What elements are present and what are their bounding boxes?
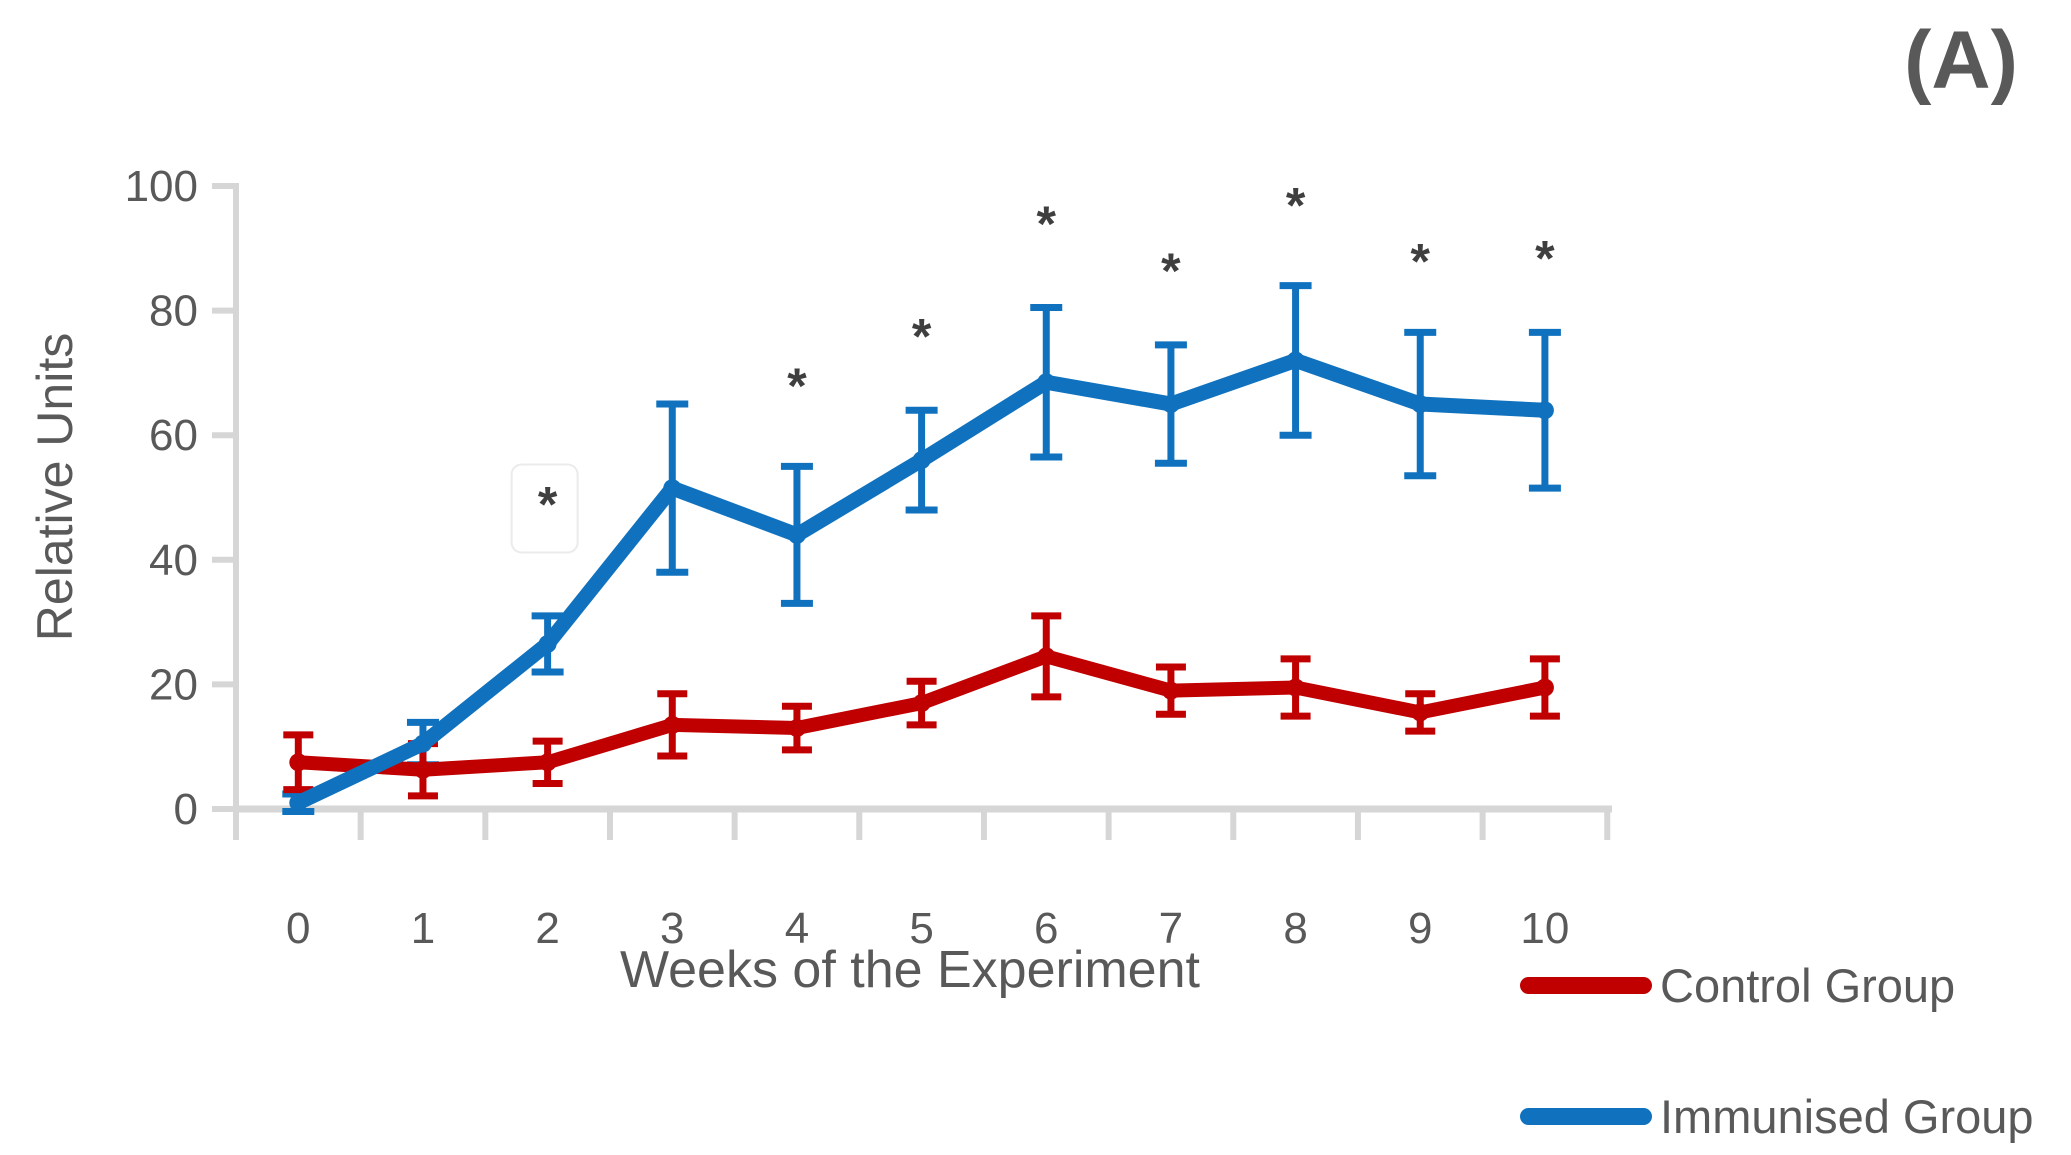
control-marker [912, 694, 931, 713]
control-marker [1161, 681, 1180, 700]
immunised-marker [1161, 395, 1180, 414]
significance-note-box [510, 463, 579, 554]
significance-asterisk: * [912, 308, 932, 364]
significance-asterisk: * [538, 477, 558, 533]
control-marker [1286, 678, 1305, 697]
significance-asterisk: * [1535, 230, 1555, 286]
significance-asterisk: * [1286, 177, 1306, 233]
x-tick-label: 5 [909, 904, 933, 953]
x-tick-label: 10 [1520, 904, 1569, 953]
x-tick-label: 6 [1034, 904, 1058, 953]
y-tick-label: 40 [149, 536, 198, 585]
significance-asterisk: * [1161, 243, 1181, 299]
control-marker [413, 760, 432, 779]
x-tick-label: 1 [411, 904, 435, 953]
control-marker [538, 753, 557, 772]
x-tick-label: 9 [1408, 904, 1432, 953]
x-axis-title: Weeks of the Experiment [620, 941, 1200, 999]
x-tick-label: 2 [535, 904, 559, 953]
immunised-marker [787, 525, 806, 544]
y-tick-label: 20 [149, 660, 198, 709]
x-tick-label: 3 [660, 904, 684, 953]
immunised-marker [1286, 351, 1305, 370]
legend-label-control: Control Group [1660, 958, 1956, 1012]
x-tick-label: 8 [1283, 904, 1307, 953]
immunised-marker [289, 793, 308, 812]
immunised-marker [1037, 373, 1056, 392]
immunised-marker [413, 734, 432, 753]
immunised-marker [538, 634, 557, 653]
y-tick-label: 0 [174, 785, 198, 834]
y-tick-label: 60 [149, 411, 198, 460]
y-tick-label: 100 [125, 162, 198, 211]
significance-asterisk: * [1411, 234, 1431, 290]
x-tick-label: 7 [1159, 904, 1183, 953]
significance-asterisk: * [1037, 196, 1057, 252]
control-marker [1037, 647, 1056, 666]
control-marker [787, 719, 806, 738]
control-marker [663, 715, 682, 734]
control-marker [1535, 678, 1554, 697]
immunised-marker [663, 479, 682, 498]
panel-label: (A) [1904, 15, 2018, 106]
control-marker [1411, 703, 1430, 722]
immunised-marker [912, 451, 931, 470]
immunised-marker [1535, 401, 1554, 420]
legend-swatch-immunised-icon [1520, 1107, 1652, 1125]
immunised-marker [1411, 395, 1430, 414]
legend-swatch-control-icon [1520, 976, 1652, 994]
y-tick-label: 80 [149, 287, 198, 336]
x-tick-label: 4 [785, 904, 809, 953]
y-axis-title: Relative Units [27, 332, 83, 642]
significance-asterisk: * [787, 358, 807, 414]
legend-label-immunised: Immunised Group [1660, 1089, 2034, 1143]
legend-item-immunised: Immunised Group [1520, 1077, 2034, 1155]
legend-item-control: Control Group [1520, 946, 2034, 1024]
legend: Control Group Immunised Group [1520, 946, 2034, 1155]
control-marker [289, 753, 308, 772]
x-tick-label: 0 [286, 904, 310, 953]
